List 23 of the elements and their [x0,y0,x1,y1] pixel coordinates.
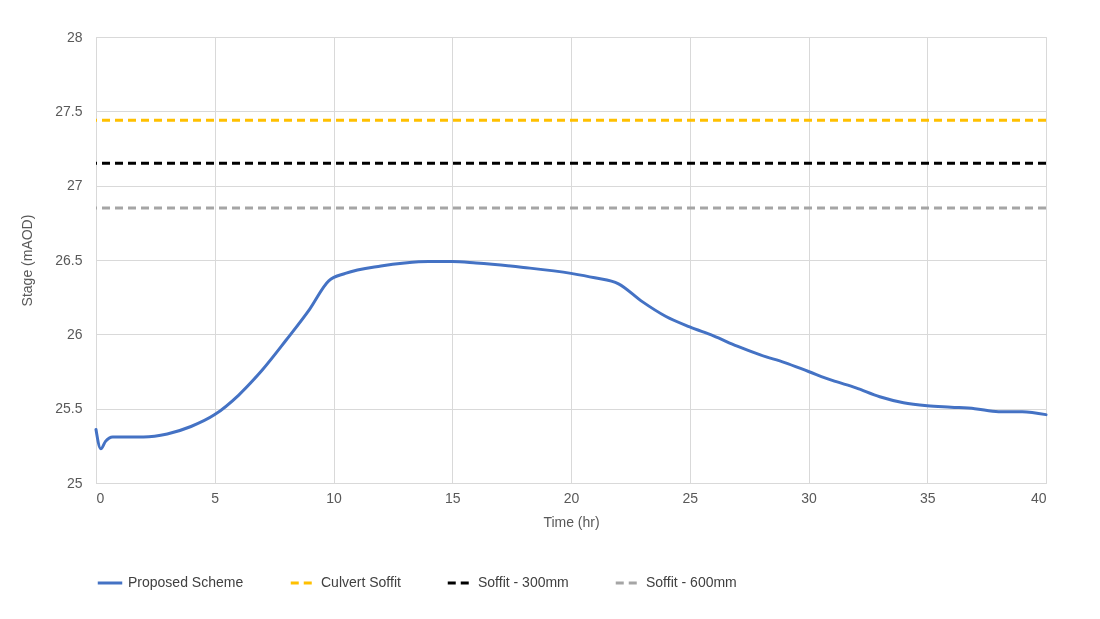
y-tick-label: 28 [66,28,83,45]
x-tick-label: 10 [326,489,342,506]
y-tick-label: 25 [66,474,83,491]
line-series [94,259,1048,451]
x-tick-label: 15 [444,489,461,506]
x-tick-label: 25 [682,489,699,506]
y-tick-label: 25.5 [55,400,83,417]
y-tick-label: 27.5 [55,102,83,119]
x-tick-label: 30 [801,489,817,506]
legend-label: Culvert Soffit [321,574,401,590]
y-tick-label: 26 [66,325,83,342]
legend-label: Soffit - 600mm [646,574,737,590]
x-tick-label: 40 [1030,489,1047,506]
y-axis-title: Stage (mAOD) [19,214,36,307]
x-tick-label: 0 [96,489,105,506]
x-axis-title: Time (hr) [543,513,600,530]
legend-label: Soffit - 300mm [478,574,569,590]
x-tick-label: 20 [563,489,580,506]
x-tick-label: 35 [919,489,936,506]
y-tick-label: 26.5 [55,251,83,268]
x-tick-label: 5 [211,489,220,506]
legend-label: Proposed Scheme [128,574,244,590]
y-tick-label: 27 [66,177,83,194]
